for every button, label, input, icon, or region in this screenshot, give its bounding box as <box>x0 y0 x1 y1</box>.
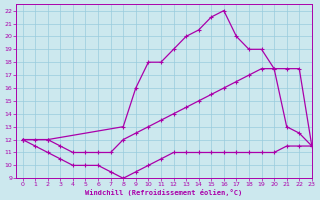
X-axis label: Windchill (Refroidissement éolien,°C): Windchill (Refroidissement éolien,°C) <box>85 189 243 196</box>
